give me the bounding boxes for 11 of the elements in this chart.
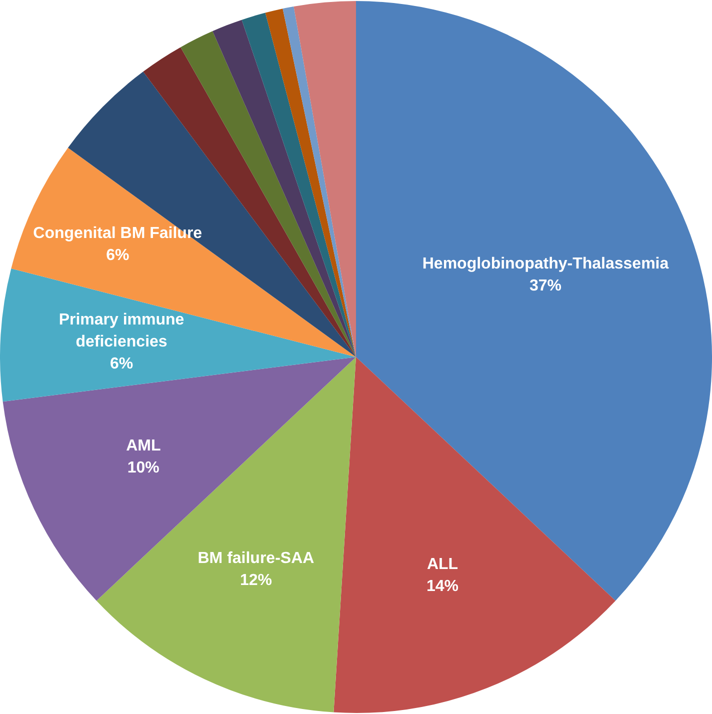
data-label: 14% — [426, 578, 459, 595]
slice-label: AML — [126, 437, 161, 454]
slice-label: Hemoglobinopathy-Thalassemia — [422, 255, 669, 272]
slice-label: Primary immune deficiencies — [58, 312, 184, 351]
slice-label: BM failure-SAA — [198, 550, 315, 568]
data-label: 6% — [110, 356, 134, 373]
data-label: 10% — [127, 459, 160, 476]
data-label: 12% — [240, 572, 272, 590]
slice-label: ALL — [426, 556, 458, 573]
data-label: 37% — [529, 277, 562, 294]
data-label: 6% — [106, 247, 130, 264]
